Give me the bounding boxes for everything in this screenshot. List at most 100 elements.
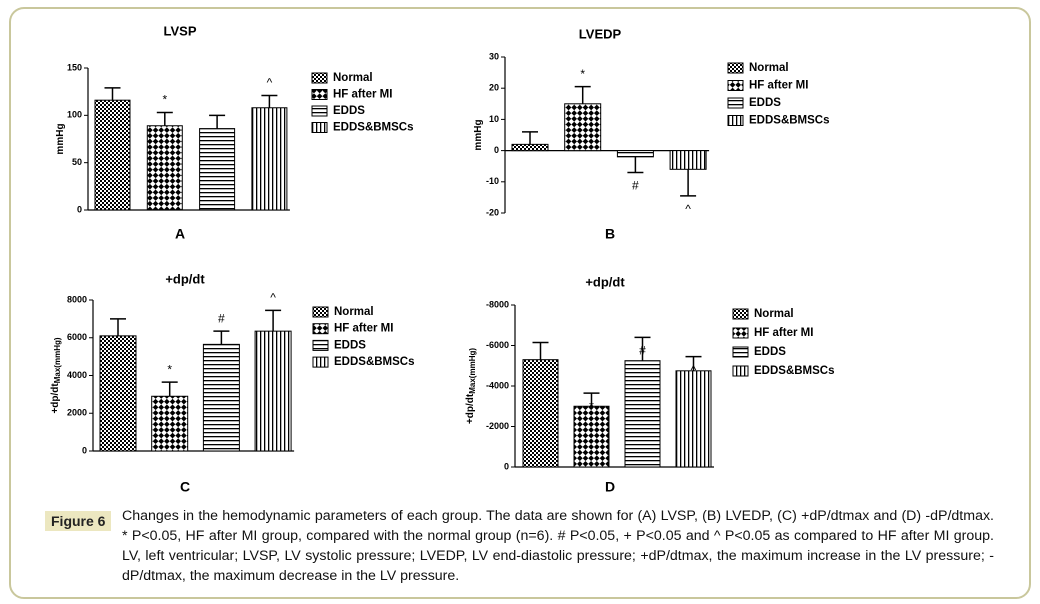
- legend-swatch: [311, 105, 328, 117]
- panel-label: B: [605, 226, 615, 242]
- legend-label: Normal: [749, 62, 789, 74]
- error-bar: [685, 355, 702, 371]
- error-bar: [104, 87, 121, 101]
- legend-label: EDDS&BMSCs: [754, 365, 835, 377]
- chart-title: LVSP: [164, 23, 197, 38]
- y-tick-label: 50: [72, 157, 82, 167]
- y-tick-label: 2000: [67, 408, 87, 418]
- y-tick-label: -2000: [486, 421, 509, 431]
- y-tick-label: 10: [489, 114, 499, 124]
- legend-label: HF after MI: [333, 89, 392, 101]
- legend-swatch: [732, 346, 749, 358]
- y-axis-label-main: +dp/dt: [465, 393, 476, 424]
- y-axis-label: +dp/dtMax(mmHg): [50, 337, 62, 413]
- bar: [146, 125, 183, 211]
- error-bar: [209, 114, 226, 129]
- significance-mark: ^: [267, 76, 273, 90]
- legend-swatch: [727, 62, 744, 74]
- y-tick-label: 20: [489, 83, 499, 93]
- significance-mark: *: [162, 93, 167, 107]
- bar: [254, 330, 292, 452]
- legend-label: EDDS&BMSCs: [333, 122, 414, 134]
- y-axis-label-main: +dp/dt: [50, 383, 61, 414]
- bar: [99, 335, 137, 452]
- panel-label: C: [180, 479, 190, 495]
- bar: [151, 395, 189, 452]
- y-tick-label: 0: [82, 445, 87, 455]
- panel-label: A: [175, 226, 185, 242]
- y-tick-label: 6000: [67, 332, 87, 342]
- error-bar: [110, 318, 126, 336]
- bar: [669, 150, 707, 170]
- bar: [616, 150, 654, 158]
- legend-swatch: [727, 115, 744, 126]
- y-axis-label-sub: Max(mmHg): [468, 348, 477, 394]
- significance-mark: #: [218, 311, 225, 325]
- y-tick-label: -10: [486, 176, 499, 186]
- bar: [624, 360, 661, 468]
- panel-label: D: [605, 479, 615, 495]
- legend-swatch: [311, 89, 328, 100]
- legend-label: HF after MI: [334, 323, 393, 335]
- significance-mark: ^: [685, 202, 691, 216]
- error-bar: [261, 94, 278, 108]
- error-bar: [574, 85, 591, 104]
- legend-label: EDDS: [754, 346, 786, 358]
- y-tick-label: 8000: [67, 294, 87, 304]
- significance-mark: #: [632, 179, 639, 193]
- y-tick-label: -20: [486, 207, 499, 217]
- bar: [199, 128, 236, 211]
- y-tick-label: 4000: [67, 370, 87, 380]
- significance-mark: *: [580, 67, 585, 81]
- significance-mark: *: [589, 399, 594, 413]
- significance-mark: ^: [270, 291, 276, 305]
- y-axis-label-main: mmHg: [55, 123, 66, 154]
- y-tick-label: 0: [494, 145, 499, 155]
- bar: [94, 99, 131, 211]
- legend-label: EDDS: [334, 339, 366, 351]
- legend-label: EDDS&BMSCs: [334, 356, 415, 368]
- y-tick-label: -6000: [486, 340, 509, 350]
- legend-swatch: [732, 308, 749, 320]
- figure-label: Figure 6: [45, 511, 112, 531]
- y-tick-label: -8000: [486, 299, 509, 309]
- error-bar: [156, 111, 173, 126]
- bar: [675, 370, 712, 468]
- significance-mark: *: [167, 362, 172, 376]
- legend-swatch: [732, 365, 749, 377]
- error-bar: [213, 330, 230, 345]
- legend-label: EDDS: [749, 97, 781, 109]
- significance-mark: ^: [691, 363, 697, 377]
- significance-mark: #: [639, 344, 646, 358]
- y-axis-label-sub: Max(mmHg): [53, 337, 62, 383]
- legend-label: EDDS: [333, 105, 365, 117]
- legend-label: Normal: [333, 72, 373, 84]
- error-bar: [680, 169, 697, 197]
- error-bar: [532, 341, 549, 360]
- bar: [522, 359, 559, 468]
- y-axis-label: mmHg: [55, 123, 66, 154]
- caption: Changes in the hemodynamic parameters of…: [122, 508, 994, 584]
- bar: [564, 103, 602, 152]
- legend-swatch: [312, 339, 329, 351]
- y-tick-label: 0: [504, 461, 509, 471]
- legend-swatch: [727, 80, 744, 91]
- error-bar: [161, 381, 178, 397]
- frame: [9, 7, 1031, 599]
- legend-swatch: [727, 97, 744, 109]
- chart-title: +dp/dt: [585, 274, 625, 289]
- y-tick-label: 30: [489, 51, 499, 61]
- legend-swatch: [312, 356, 329, 368]
- legend-label: HF after MI: [749, 80, 808, 92]
- y-tick-label: 150: [67, 62, 82, 72]
- error-bar: [634, 336, 651, 361]
- legend-label: EDDS&BMSCs: [749, 115, 830, 127]
- error-bar: [522, 131, 538, 145]
- chart-title: LVEDP: [579, 26, 622, 41]
- y-tick-label: 0: [77, 204, 82, 214]
- legend-label: Normal: [334, 306, 374, 318]
- error-bar: [265, 309, 282, 332]
- y-axis-label-main: mmHg: [473, 119, 484, 150]
